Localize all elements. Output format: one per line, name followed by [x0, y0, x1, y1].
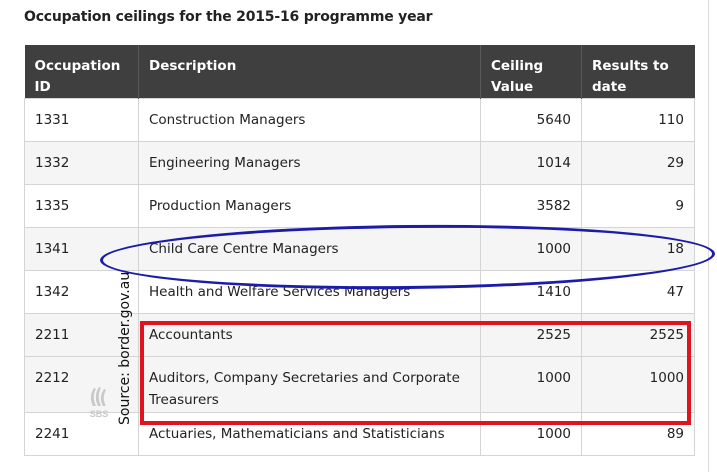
- table-row: 1332 Engineering Managers 1014 29: [24, 141, 695, 185]
- table-row: 1342 Health and Welfare Services Manager…: [24, 270, 695, 314]
- cell-results: 18: [581, 227, 695, 271]
- cell-results: 9: [581, 184, 695, 228]
- cell-results: 1000: [581, 356, 695, 413]
- cell-ceiling: 1000: [480, 412, 582, 456]
- cell-description: Auditors, Company Secretaries and Corpor…: [138, 356, 481, 413]
- cell-ceiling: 1000: [480, 227, 582, 271]
- cell-id: 2212: [24, 356, 139, 413]
- cell-results: 47: [581, 270, 695, 314]
- cell-ceiling: 3582: [480, 184, 582, 228]
- svg-text:SBS: SBS: [90, 409, 109, 419]
- occupation-ceilings-table: Occupation ID Description Ceiling Value Re…: [24, 45, 695, 456]
- header-results-to-date: Results to date: [581, 45, 695, 99]
- cell-ceiling: 1410: [480, 270, 582, 314]
- cell-description: Actuaries, Mathematicians and Statistici…: [138, 412, 481, 456]
- table-row: 1335 Production Managers 3582 9: [24, 184, 695, 228]
- cell-description: Engineering Managers: [138, 141, 481, 185]
- sbs-logo-icon: SBS: [90, 387, 109, 419]
- header-ceiling-value: Ceiling Value: [480, 45, 582, 99]
- cell-results: 29: [581, 141, 695, 185]
- cell-ceiling: 5640: [480, 98, 582, 142]
- cell-id: 1332: [24, 141, 139, 185]
- cell-description: Production Managers: [138, 184, 481, 228]
- cell-ceiling: 1014: [480, 141, 582, 185]
- cell-description: Accountants: [138, 313, 481, 357]
- cell-ceiling: 1000: [480, 356, 582, 413]
- cell-id: 2241: [24, 412, 139, 456]
- cell-id: 1342: [24, 270, 139, 314]
- cell-description: Health and Welfare Services Managers: [138, 270, 481, 314]
- header-occupation-id: Occupation ID: [24, 45, 139, 99]
- cell-description: Construction Managers: [138, 98, 481, 142]
- table-row: 2211 Accountants 2525 2525: [24, 313, 695, 357]
- table-row: 1331 Construction Managers 5640 110: [24, 98, 695, 142]
- cell-id: 1331: [24, 98, 139, 142]
- table-row: 1341 Child Care Centre Managers 1000 18: [24, 227, 695, 271]
- cell-ceiling: 2525: [480, 313, 582, 357]
- cell-description: Child Care Centre Managers: [138, 227, 481, 271]
- cell-id: 1341: [24, 227, 139, 271]
- cell-id: 1335: [24, 184, 139, 228]
- header-description: Description: [138, 45, 481, 99]
- cell-id: 2211: [24, 313, 139, 357]
- cell-results: 2525: [581, 313, 695, 357]
- table-row: 2212 Auditors, Company Secretaries and C…: [24, 356, 695, 413]
- table-caption: Occupation ceilings for the 2015-16 prog…: [24, 9, 433, 25]
- cell-results: 110: [581, 98, 695, 142]
- source-watermark: Source: border.gov.au: [117, 271, 133, 425]
- table-row: 2241 Actuaries, Mathematicians and Stati…: [24, 412, 695, 456]
- table-header: Occupation ID Description Ceiling Value Re…: [24, 45, 695, 99]
- cell-results: 89: [581, 412, 695, 456]
